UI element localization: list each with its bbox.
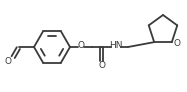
Text: O: O <box>99 61 105 70</box>
Text: O: O <box>173 39 180 48</box>
Text: O: O <box>77 41 85 51</box>
Text: O: O <box>5 57 12 66</box>
Text: HN: HN <box>109 41 123 51</box>
